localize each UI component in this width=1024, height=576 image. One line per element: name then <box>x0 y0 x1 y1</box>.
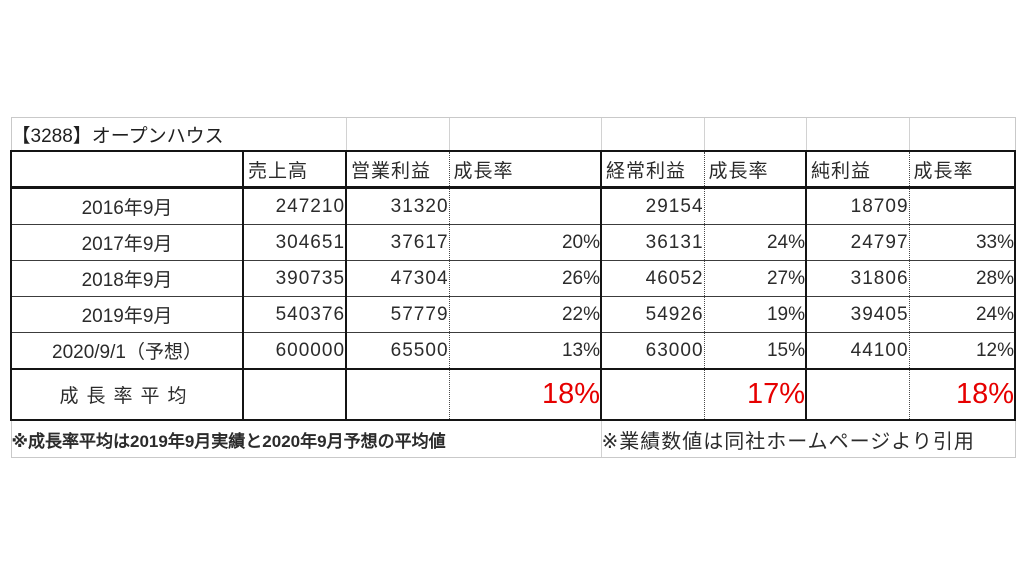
data-row-2018: 2018年9月 390735 47304 26% 46052 27% 31806… <box>10 260 1017 297</box>
cell-ordinary-growth: 15% <box>704 332 808 370</box>
header-growth-operating: 成長率 <box>449 150 603 189</box>
footnote-average-definition: ※成長率平均は2019年9月実績と2020年9月予想の平均値 <box>10 420 602 458</box>
cell-ordinary-profit: 54926 <box>601 296 705 333</box>
cell-operating-growth <box>449 187 603 225</box>
cell-period: 2020/9/1（予想） <box>10 332 244 370</box>
cell-sales: 540376 <box>243 296 348 333</box>
data-row-2019: 2019年9月 540376 57779 22% 54926 19% 39405… <box>10 296 1017 333</box>
cell-average-net <box>806 369 910 421</box>
cell-average-ordinary-growth: 17% <box>704 369 808 421</box>
cell-average-operating-growth: 18% <box>449 369 603 421</box>
cell-operating-growth: 13% <box>449 332 603 370</box>
data-row-2020-forecast: 2020/9/1（予想） 600000 65500 13% 63000 15% … <box>10 332 1017 370</box>
cell-period: 2019年9月 <box>10 296 244 333</box>
header-ordinary-profit: 経常利益 <box>601 150 705 189</box>
title-grid-cell <box>448 117 602 151</box>
cell-period: 2017年9月 <box>10 224 244 261</box>
cell-average-ordinary <box>601 369 705 421</box>
cell-ordinary-profit: 36131 <box>601 224 705 261</box>
header-blank <box>10 150 244 189</box>
cell-sales: 390735 <box>243 260 348 297</box>
header-growth-net: 成長率 <box>909 150 1017 189</box>
data-row-2017: 2017年9月 304651 37617 20% 36131 24% 24797… <box>10 224 1017 261</box>
footnote-source: ※業績数値は同社ホームページより引用 <box>601 420 1016 458</box>
cell-average-operating <box>346 369 450 421</box>
cell-period: 2016年9月 <box>10 187 244 225</box>
cell-operating-profit: 47304 <box>346 260 450 297</box>
cell-average-label: 成長率平均 <box>10 369 244 421</box>
financial-table: 【3288】オープンハウス 売上高 営業利益 成長率 経常利益 成長率 純利益 … <box>10 117 1017 458</box>
cell-operating-profit: 57779 <box>346 296 450 333</box>
title-grid-cell <box>345 117 450 151</box>
cell-ordinary-growth <box>704 187 808 225</box>
cell-ordinary-growth: 24% <box>704 224 808 261</box>
cell-net-profit: 44100 <box>806 332 910 370</box>
cell-operating-growth: 22% <box>449 296 603 333</box>
cell-net-growth: 33% <box>909 224 1017 261</box>
cell-average-sales <box>243 369 348 421</box>
header-net-profit: 純利益 <box>806 150 910 189</box>
header-sales: 売上高 <box>243 150 348 189</box>
header-growth-ordinary: 成長率 <box>704 150 808 189</box>
cell-ordinary-growth: 19% <box>704 296 808 333</box>
cell-operating-growth: 26% <box>449 260 603 297</box>
footnote-row: ※成長率平均は2019年9月実績と2020年9月予想の平均値 ※業績数値は同社ホ… <box>10 420 1016 458</box>
cell-net-growth: 28% <box>909 260 1017 297</box>
data-row-2016: 2016年9月 247210 31320 29154 18709 <box>10 187 1017 225</box>
table-title: 【3288】オープンハウス <box>10 117 347 151</box>
header-row: 売上高 営業利益 成長率 経常利益 成長率 純利益 成長率 <box>10 150 1017 189</box>
cell-sales: 304651 <box>243 224 348 261</box>
cell-net-growth: 24% <box>909 296 1017 333</box>
cell-operating-growth: 20% <box>449 224 603 261</box>
cell-period: 2018年9月 <box>10 260 244 297</box>
title-row: 【3288】オープンハウス <box>10 117 1016 151</box>
cell-net-growth <box>909 187 1017 225</box>
title-grid-cell <box>805 117 910 151</box>
cell-operating-profit: 37617 <box>346 224 450 261</box>
cell-average-net-growth: 18% <box>909 369 1017 421</box>
cell-ordinary-profit: 29154 <box>601 187 705 225</box>
title-grid-cell <box>703 117 807 151</box>
cell-sales: 247210 <box>243 187 348 225</box>
cell-ordinary-profit: 63000 <box>601 332 705 370</box>
cell-net-profit: 24797 <box>806 224 910 261</box>
cell-net-profit: 18709 <box>806 187 910 225</box>
average-row: 成長率平均 18% 17% 18% <box>10 369 1017 421</box>
header-operating-profit: 営業利益 <box>346 150 450 189</box>
cell-net-growth: 12% <box>909 332 1017 370</box>
cell-operating-profit: 31320 <box>346 187 450 225</box>
title-grid-cell <box>600 117 705 151</box>
cell-ordinary-growth: 27% <box>704 260 808 297</box>
cell-sales: 600000 <box>243 332 348 370</box>
cell-ordinary-profit: 46052 <box>601 260 705 297</box>
title-grid-cell <box>908 117 1016 151</box>
cell-net-profit: 39405 <box>806 296 910 333</box>
cell-operating-profit: 65500 <box>346 332 450 370</box>
cell-net-profit: 31806 <box>806 260 910 297</box>
